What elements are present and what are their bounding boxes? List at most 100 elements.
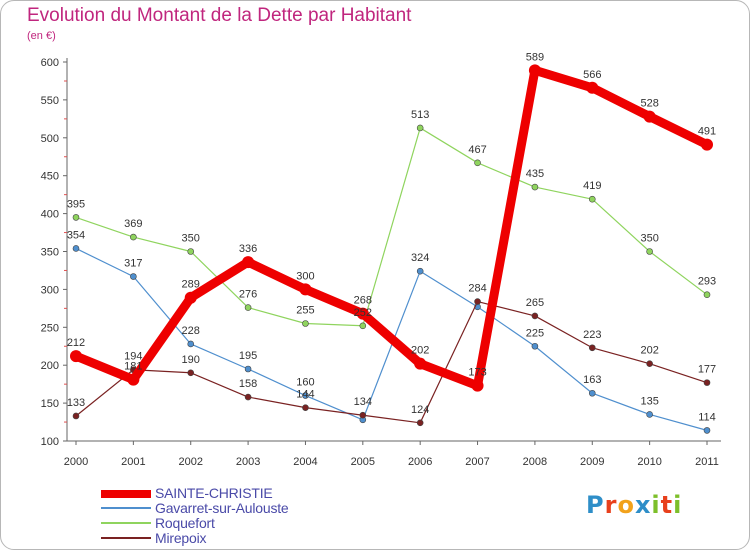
data-label: 350: [640, 233, 658, 245]
data-point: [528, 64, 541, 77]
y-tick-label: 300: [41, 284, 59, 296]
legend-swatch: [101, 507, 151, 509]
data-label: 252: [354, 307, 372, 319]
y-tick-label: 250: [41, 322, 59, 334]
x-tick-label: 2006: [408, 456, 432, 468]
data-label: 491: [698, 126, 716, 138]
data-point: [474, 298, 481, 305]
data-point: [127, 373, 140, 386]
data-label: 134: [354, 396, 372, 408]
data-label: 293: [698, 276, 716, 288]
data-point: [356, 307, 369, 320]
data-label: 158: [239, 378, 257, 390]
y-tick-label: 200: [41, 360, 59, 372]
y-tick-label: 100: [41, 436, 59, 448]
data-label: 144: [296, 389, 314, 401]
data-point: [244, 304, 252, 311]
data-label: 114: [698, 411, 716, 423]
y-tick-label: 600: [41, 57, 59, 69]
data-point: [302, 404, 309, 411]
data-label: 190: [182, 354, 200, 366]
data-point: [703, 427, 711, 434]
data-label: 566: [583, 69, 601, 81]
data-label: 202: [411, 345, 429, 357]
data-point: [70, 350, 82, 363]
data-point: [414, 357, 427, 370]
data-label: 265: [526, 297, 544, 309]
data-point: [531, 342, 539, 350]
x-tick-label: 2007: [465, 456, 489, 468]
data-label: 255: [296, 305, 314, 317]
data-label: 419: [583, 180, 601, 192]
x-tick-label: 2001: [121, 456, 145, 468]
series-line-mirepoix: [75, 300, 708, 424]
logo-letter: o: [617, 491, 635, 519]
chart-title: Evolution du Montant de la Dette par Hab…: [27, 5, 412, 26]
data-point: [359, 322, 367, 330]
logo-letter: P: [586, 491, 605, 519]
data-label: 317: [124, 258, 142, 270]
logo-letter: t: [660, 491, 674, 519]
data-label: 177: [698, 364, 716, 376]
data-point: [184, 291, 197, 304]
data-point: [416, 267, 424, 275]
data-point: [588, 344, 596, 352]
data-label: 276: [239, 289, 257, 301]
data-label: 181: [124, 361, 142, 373]
data-point: [588, 195, 596, 203]
data-label: 268: [354, 295, 372, 307]
data-label: 324: [411, 252, 429, 264]
data-label: 195: [239, 350, 257, 362]
y-tick-label: 350: [41, 247, 59, 259]
data-point: [703, 291, 711, 299]
data-point: [72, 214, 80, 221]
data-point: [244, 365, 252, 373]
data-point: [588, 389, 596, 397]
data-label: 194: [124, 351, 142, 363]
x-tick-label: 2008: [523, 456, 547, 468]
data-point: [646, 411, 653, 418]
data-label: 212: [67, 337, 85, 349]
data-label: 354: [67, 229, 85, 241]
data-label: 336: [239, 243, 257, 255]
y-tick-label: 500: [41, 133, 59, 145]
data-label: 300: [296, 270, 314, 282]
legend-swatch: [101, 490, 151, 498]
data-point: [531, 183, 539, 191]
data-point: [646, 248, 653, 255]
series-line-gavarret-sur-aulouste: [75, 247, 708, 431]
data-point: [187, 340, 195, 348]
data-label: 173: [468, 367, 486, 379]
legend-label: Roquefort: [155, 515, 215, 531]
x-tick-label: 2000: [64, 456, 88, 468]
data-point: [416, 124, 424, 132]
y-tick-label: 550: [41, 95, 59, 107]
logo-letter: x: [634, 491, 652, 519]
data-point: [72, 245, 80, 252]
data-label: 133: [67, 397, 85, 409]
data-point: [474, 159, 481, 167]
logo-letter: i: [673, 491, 683, 519]
data-label: 124: [411, 404, 429, 416]
data-label: 202: [640, 345, 658, 357]
data-point: [299, 283, 312, 296]
y-tick-label: 450: [41, 171, 59, 183]
data-point: [72, 412, 80, 420]
data-label: 350: [182, 233, 200, 245]
data-point: [187, 248, 195, 255]
x-tick-label: 2003: [236, 456, 260, 468]
proxiti-logo: Proxiti: [586, 491, 682, 519]
series-line-sainte-christie: [71, 65, 712, 391]
data-point: [242, 256, 255, 269]
data-label: 284: [468, 283, 486, 295]
logo-letter: i: [651, 491, 661, 519]
legend-label: Gavarret-sur-Aulouste: [155, 500, 289, 516]
data-point: [302, 320, 309, 327]
x-tick-label: 2011: [695, 456, 719, 468]
x-tick-label: 2010: [637, 456, 661, 468]
data-point: [302, 392, 309, 399]
data-label: 135: [640, 395, 658, 407]
legend-swatch: [101, 537, 151, 539]
data-label: 395: [67, 198, 85, 210]
